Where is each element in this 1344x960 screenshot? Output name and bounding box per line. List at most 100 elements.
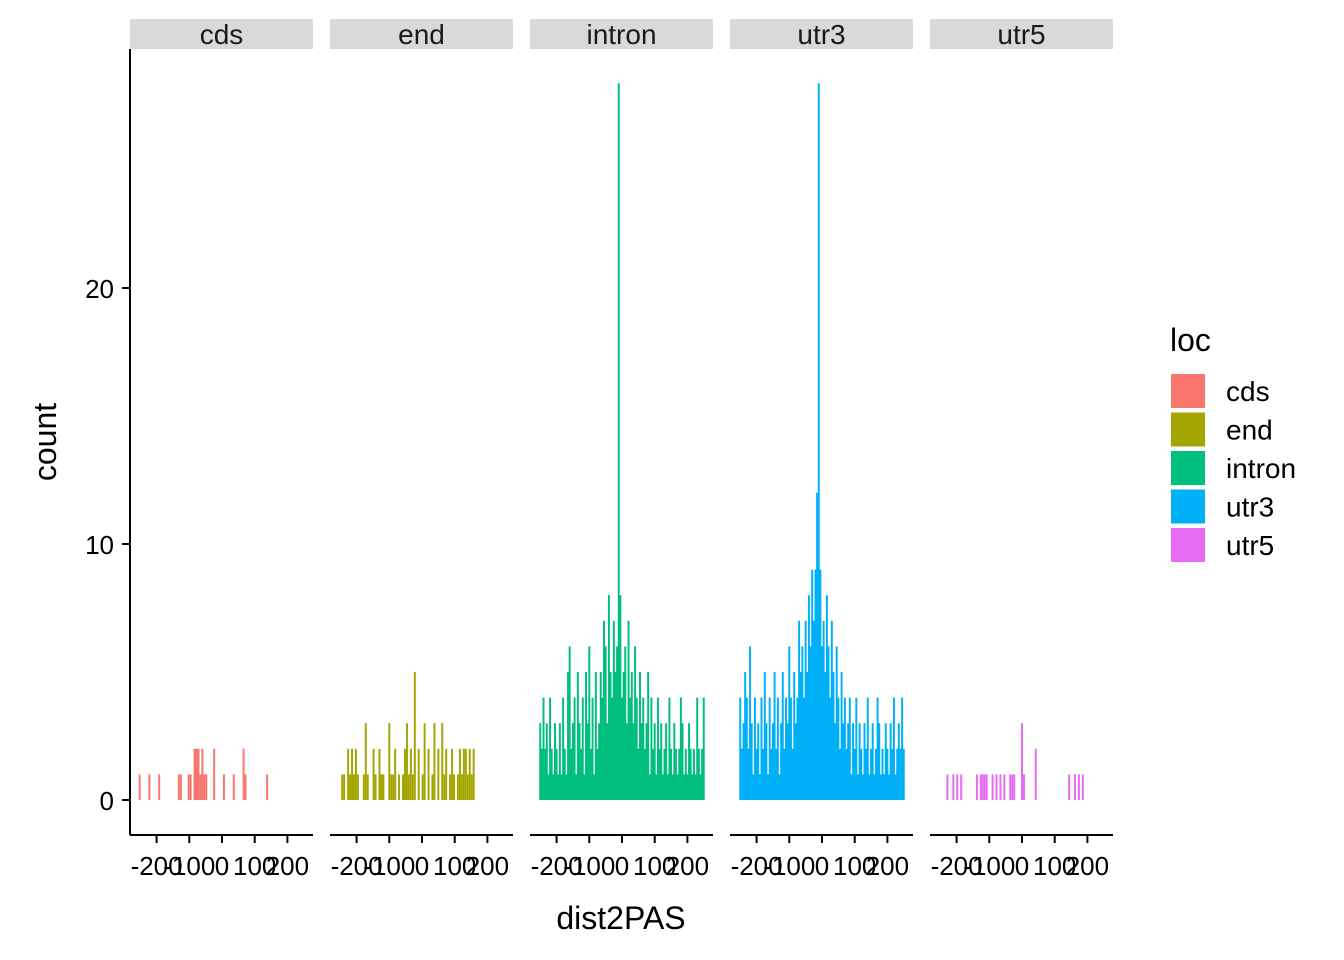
y-axis: 0 10 20 bbox=[85, 49, 131, 835]
histogram-bar bbox=[567, 672, 570, 800]
histogram-bar bbox=[817, 83, 820, 800]
histogram-bar bbox=[840, 672, 843, 800]
facet-strip-label: end bbox=[398, 19, 445, 50]
histogram-bar bbox=[814, 569, 817, 800]
histogram-bar bbox=[979, 774, 982, 800]
x-tick-label: 100 bbox=[233, 851, 276, 881]
x-tick-label: -100 bbox=[963, 851, 1015, 881]
histogram-bar bbox=[699, 774, 702, 800]
histogram-bar bbox=[770, 748, 773, 800]
histogram-bar bbox=[658, 748, 661, 800]
histogram-bar bbox=[848, 697, 851, 800]
x-tick-label: 0 bbox=[815, 851, 829, 881]
x-tick-label: 200 bbox=[266, 851, 309, 881]
histogram-bar bbox=[656, 697, 659, 800]
histogram-bar bbox=[453, 774, 456, 800]
histogram-bar bbox=[835, 646, 838, 800]
histogram-bar bbox=[599, 672, 602, 800]
histogram-bar bbox=[673, 723, 676, 800]
facet-strip-end bbox=[330, 19, 513, 49]
histogram-bar bbox=[349, 774, 352, 800]
legend-label: utr5 bbox=[1226, 530, 1274, 561]
histogram-bar bbox=[855, 697, 858, 800]
histogram-bar bbox=[816, 492, 819, 800]
histogram-bar bbox=[952, 774, 955, 800]
histogram-bar bbox=[189, 774, 192, 800]
histogram-bar bbox=[197, 748, 200, 800]
x-tick-label: 200 bbox=[466, 851, 509, 881]
histogram-bar bbox=[674, 748, 677, 800]
histogram-bar bbox=[354, 748, 357, 800]
histogram-bar bbox=[451, 748, 454, 800]
histogram-bar bbox=[663, 748, 666, 800]
histogram-bar bbox=[611, 697, 614, 800]
histogram-bar bbox=[637, 748, 640, 800]
histogram-bar bbox=[812, 620, 815, 800]
facet-strip-utr5 bbox=[930, 19, 1113, 49]
histogram-bar bbox=[601, 697, 604, 800]
histogram-bar bbox=[643, 748, 646, 800]
histogram-bar bbox=[839, 748, 841, 800]
histogram-bar bbox=[811, 569, 814, 800]
histogram-bar bbox=[891, 748, 894, 800]
histogram-bar bbox=[635, 697, 638, 800]
histogram-bar bbox=[897, 723, 900, 800]
histogram-bar bbox=[443, 774, 446, 800]
histogram-bar bbox=[749, 646, 752, 800]
x-tick-label: 0 bbox=[415, 851, 429, 881]
histogram-bar bbox=[796, 697, 799, 800]
histogram-bar bbox=[1013, 774, 1016, 800]
histogram-bar bbox=[702, 697, 705, 800]
histogram-bar bbox=[858, 723, 861, 800]
histogram-bar bbox=[449, 774, 452, 800]
facet-strip-utr3 bbox=[730, 19, 913, 49]
histogram-bar bbox=[829, 697, 832, 800]
x-tick-label: 100 bbox=[433, 851, 476, 881]
histogram-bar bbox=[863, 723, 866, 800]
histogram-bar bbox=[179, 774, 182, 800]
histogram-bar bbox=[692, 748, 695, 800]
legend-label: intron bbox=[1226, 453, 1296, 484]
histogram-bar bbox=[598, 723, 601, 800]
histogram-bar bbox=[351, 748, 354, 800]
histogram-bar bbox=[445, 748, 448, 800]
histogram-bar bbox=[778, 774, 781, 800]
histogram-bar bbox=[985, 774, 988, 800]
histogram-bar bbox=[539, 723, 542, 800]
histogram-bar bbox=[878, 723, 881, 800]
histogram-bar bbox=[378, 748, 381, 800]
y-tick-label: 20 bbox=[85, 274, 114, 304]
histogram-bar bbox=[607, 595, 610, 800]
histogram-bar bbox=[627, 620, 630, 800]
histogram-bar bbox=[571, 723, 574, 800]
histogram-bar bbox=[629, 697, 632, 800]
histogram-bar bbox=[665, 723, 668, 800]
y-tick-label: 0 bbox=[100, 786, 114, 816]
histogram-bar bbox=[614, 672, 617, 800]
histogram-bar bbox=[374, 774, 377, 800]
histogram-bar bbox=[679, 697, 682, 800]
histogram-bar bbox=[353, 774, 355, 800]
histogram-bar bbox=[205, 774, 208, 800]
histogram-bar bbox=[874, 748, 877, 800]
facet-strip-label: utr3 bbox=[797, 19, 845, 50]
x-tick-label: -100 bbox=[163, 851, 215, 881]
histogram-bar bbox=[563, 748, 566, 800]
histogram-bar bbox=[398, 774, 401, 800]
histogram-bar bbox=[742, 723, 745, 800]
histogram-bar bbox=[464, 748, 467, 800]
histogram-bar bbox=[540, 748, 543, 800]
x-tick-label: 100 bbox=[1033, 851, 1076, 881]
histogram-bar bbox=[845, 748, 848, 800]
histogram-bar bbox=[586, 723, 589, 800]
histogram-bar bbox=[562, 697, 565, 800]
histogram-bar bbox=[653, 723, 656, 800]
histogram-bar bbox=[617, 83, 620, 800]
histogram-bar bbox=[634, 646, 637, 800]
histogram-bar bbox=[783, 748, 786, 800]
histogram-bar bbox=[825, 595, 828, 800]
histogram-bar bbox=[798, 620, 801, 800]
histogram-bar bbox=[819, 569, 822, 800]
histogram-bar bbox=[852, 723, 855, 800]
